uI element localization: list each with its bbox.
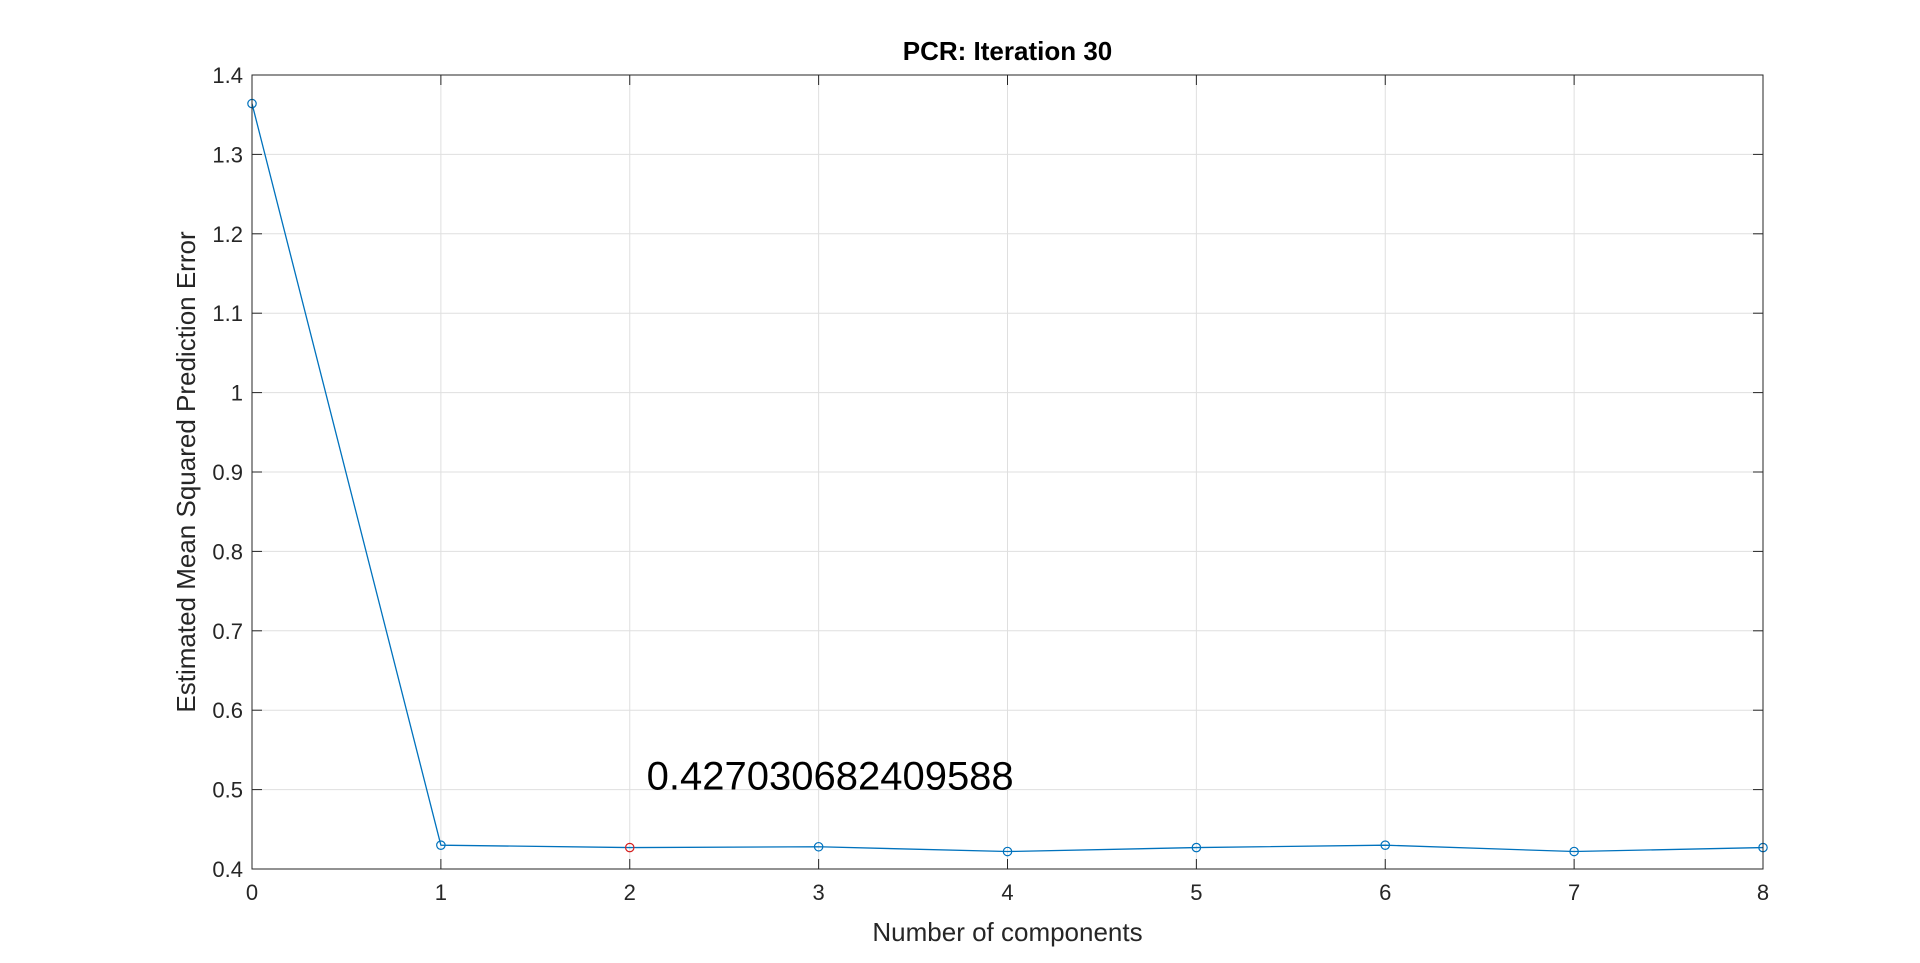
y-tick-label: 1.2 [212, 222, 243, 247]
chart-title: PCR: Iteration 30 [903, 36, 1113, 66]
x-tick-label: 0 [246, 880, 258, 905]
y-tick-label: 0.8 [212, 539, 243, 564]
x-tick-label: 3 [813, 880, 825, 905]
x-tick-label: 5 [1190, 880, 1202, 905]
x-tick-labels: 0 1 2 3 4 5 6 7 8 [246, 880, 1769, 905]
data-point [813, 841, 824, 852]
min-error-annotation: 0.427030682409588 [647, 755, 1014, 799]
y-axis-label: Estimated Mean Squared Prediction Error [171, 231, 201, 713]
x-axis-label: Number of components [872, 917, 1142, 947]
data-point [1191, 842, 1202, 853]
axes-box [251, 74, 1764, 870]
y-tick-label: 1.1 [212, 301, 243, 326]
y-tick-labels: 0.4 0.5 0.6 0.7 0.8 0.9 1 1.1 1.2 1.3 1.4 [212, 63, 243, 882]
series-line [251, 103, 1764, 853]
x-tick-label: 2 [624, 880, 636, 905]
x-tick-label: 8 [1757, 880, 1769, 905]
y-tick-label: 1.4 [212, 63, 243, 88]
y-tick-label: 0.5 [212, 778, 243, 803]
data-point [1002, 846, 1013, 857]
y-tick-label: 1.3 [212, 142, 243, 167]
x-tick-label: 4 [1001, 880, 1013, 905]
x-tick-label: 7 [1568, 880, 1580, 905]
y-tick-label: 0.6 [212, 698, 243, 723]
y-tick-label: 0.4 [212, 857, 243, 882]
min-error-point [624, 842, 635, 853]
y-tick-label: 1 [231, 381, 243, 406]
x-tick-label: 6 [1379, 880, 1391, 905]
data-point [1380, 840, 1391, 850]
y-tick-label: 0.7 [212, 619, 243, 644]
data-point [1569, 846, 1579, 857]
y-tick-label: 0.9 [212, 460, 243, 485]
x-tick-label: 1 [435, 880, 447, 905]
data-point [436, 840, 446, 850]
